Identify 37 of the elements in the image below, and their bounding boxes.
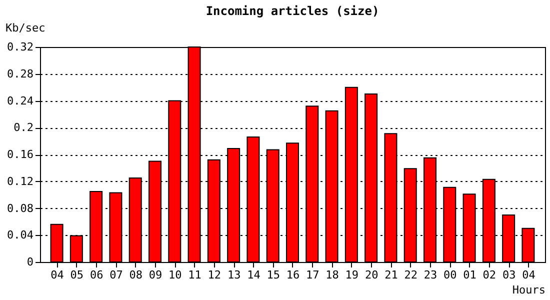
y-tick-label: 0.32 (7, 40, 34, 54)
y-tick-label: 0 (26, 256, 34, 268)
x-tick-label: 07 (110, 268, 123, 282)
x-tick-label: 00 (444, 268, 457, 282)
x-tick-label: 17 (306, 268, 320, 282)
x-tick-label: 21 (384, 268, 398, 282)
y-tick-label: 0.08 (7, 202, 34, 215)
y-tick-label: 0.12 (7, 174, 34, 188)
x-axis-title: Hours (512, 284, 546, 296)
x-tick-label: 04 (50, 268, 64, 282)
x-tick-label: 23 (424, 268, 438, 282)
x-tick-label: 15 (266, 268, 280, 282)
x-tick-label: 22 (404, 268, 418, 282)
x-tick-label: 19 (345, 268, 359, 282)
x-tick-label: 13 (227, 268, 241, 282)
x-tick-label: 04 (522, 268, 536, 282)
x-tick-label: 11 (188, 268, 202, 282)
y-tick-label: 0.24 (7, 94, 34, 108)
x-tick-label: 01 (463, 268, 476, 282)
y-tick-label: 0.2 (14, 121, 34, 134)
x-tick-label: 06 (90, 268, 104, 282)
x-tick-label: 18 (326, 268, 339, 282)
x-tick-label: 16 (286, 268, 300, 282)
x-tick-label: 05 (70, 268, 84, 282)
y-tick-label: 0.28 (7, 67, 34, 80)
x-tick-label: 03 (502, 268, 516, 282)
x-tick-label: 09 (148, 268, 162, 282)
x-tick-label: 08 (129, 268, 142, 282)
chart-title: Incoming articles (size) (206, 4, 380, 18)
x-tick-label: 12 (208, 268, 222, 282)
x-tick-label: 20 (364, 268, 378, 282)
x-tick-label: 10 (168, 268, 182, 282)
y-axis-title: Kb/sec (6, 22, 46, 34)
y-tick-label: 0.04 (7, 228, 34, 242)
y-tick-label: 0.16 (7, 148, 34, 161)
x-tick-label: 02 (482, 268, 496, 282)
x-tick-label: 14 (247, 268, 261, 282)
